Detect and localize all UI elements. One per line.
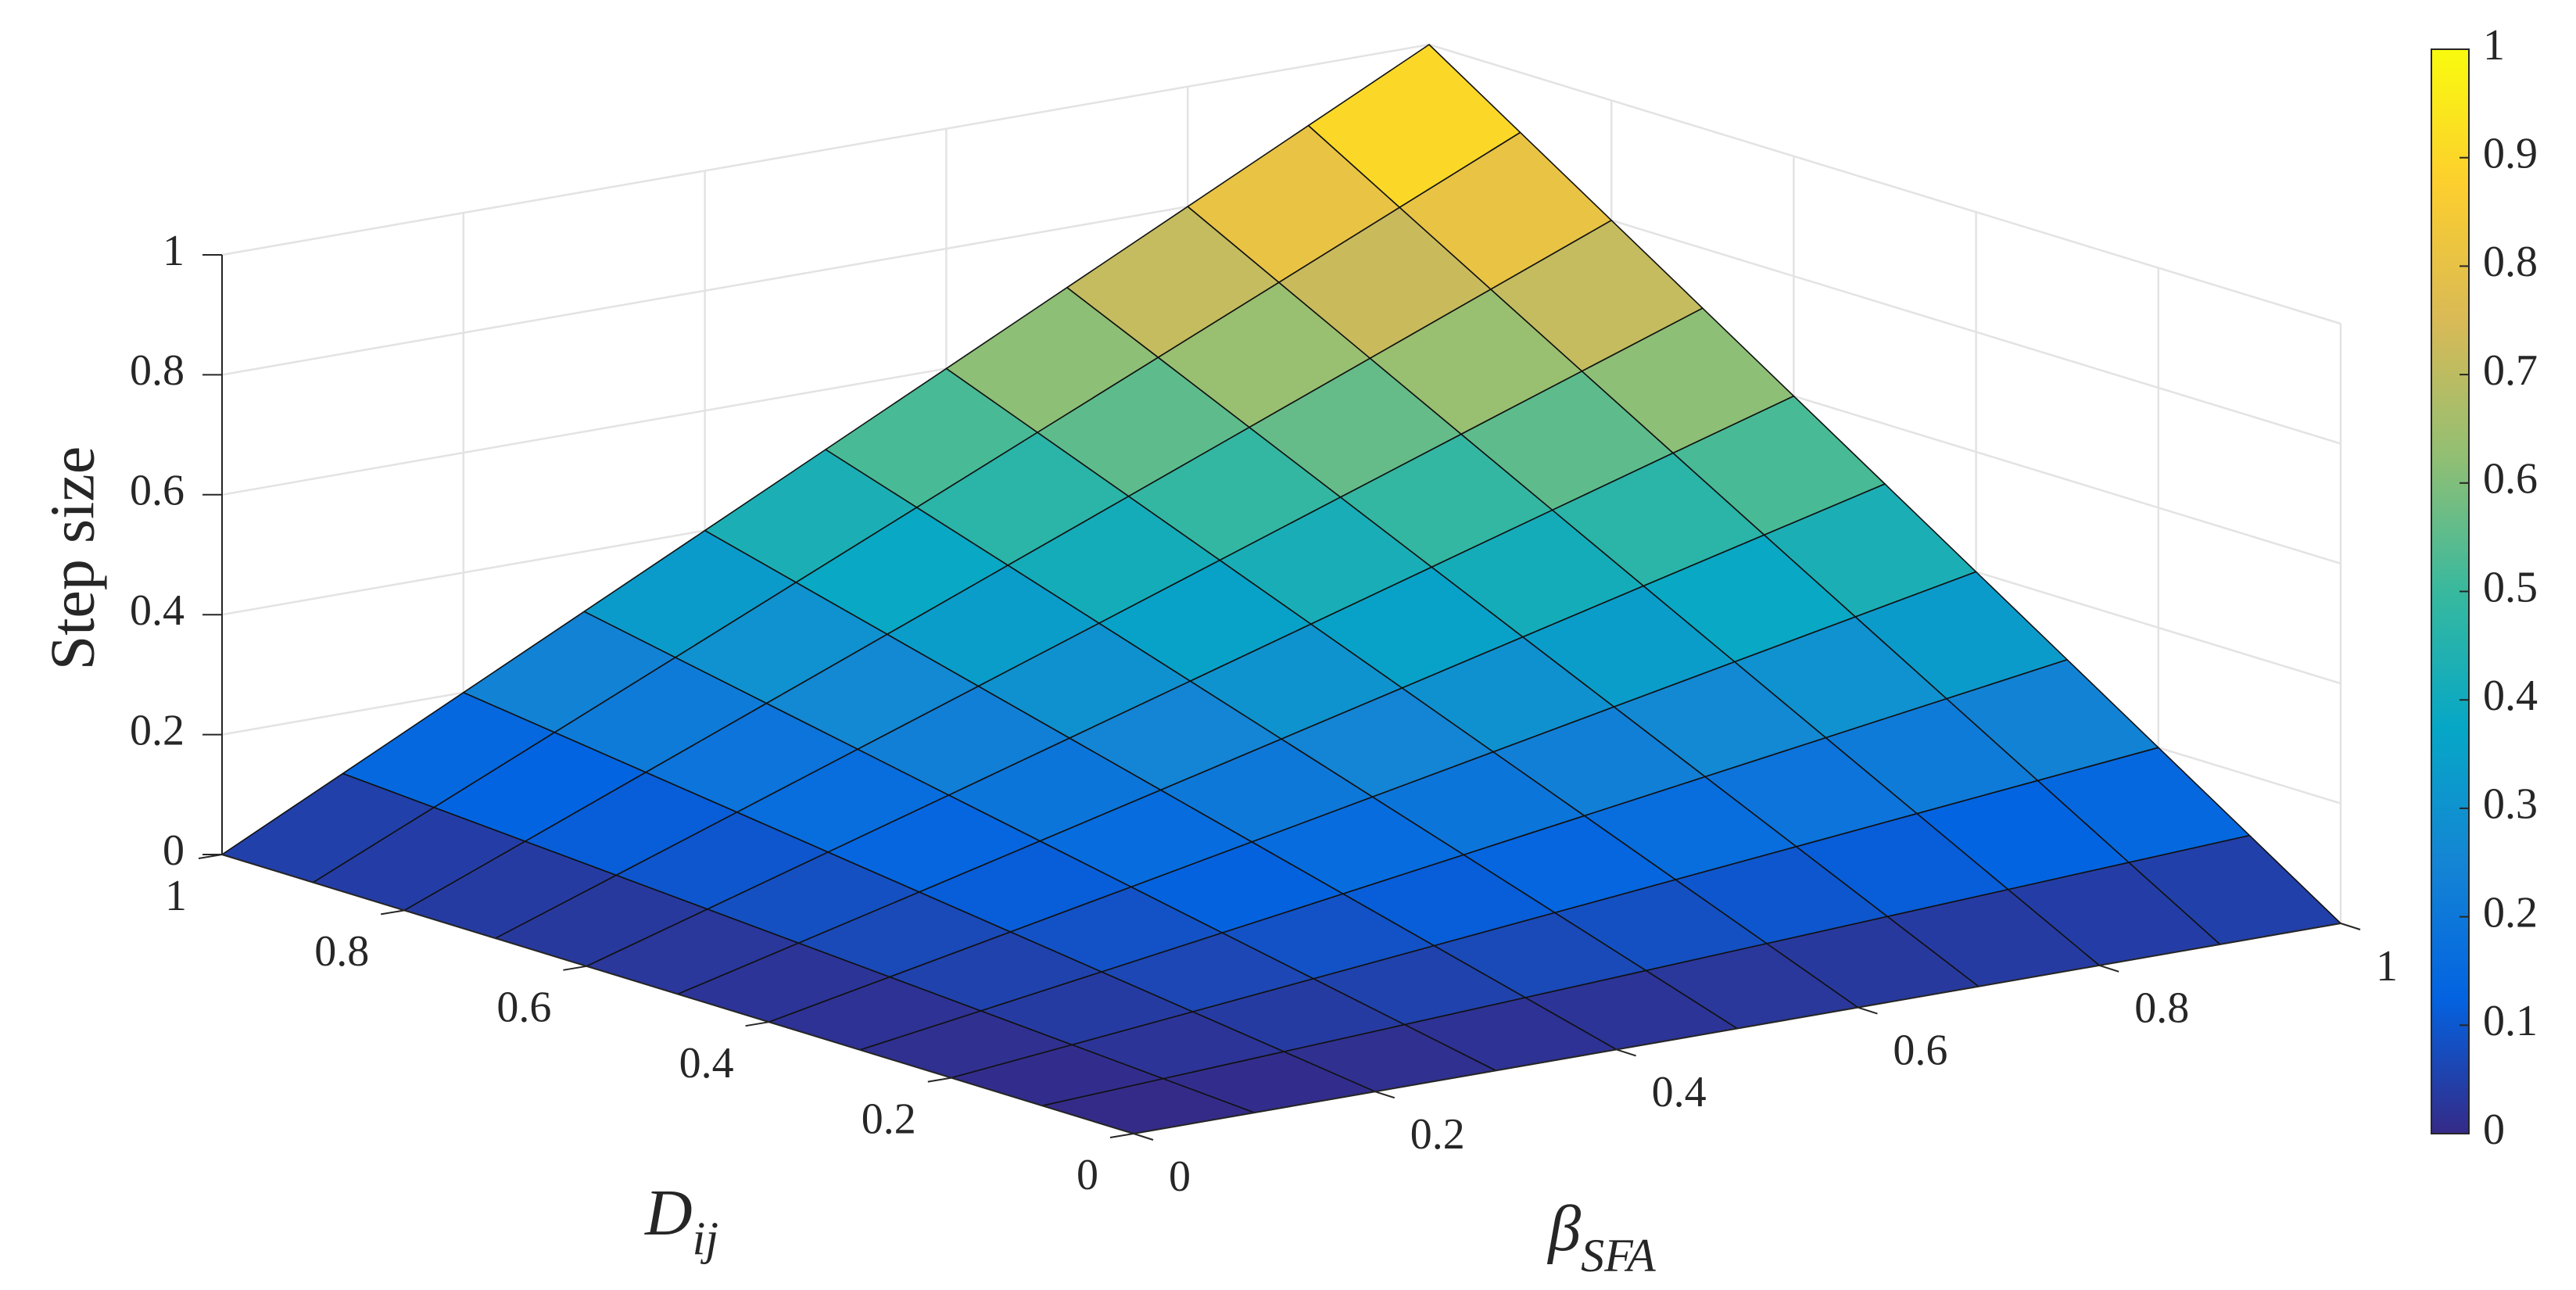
x-tick — [927, 1077, 951, 1083]
y-tick — [1616, 1048, 1636, 1057]
x-tick-label: 0.8 — [314, 927, 369, 976]
x-tick — [563, 965, 587, 971]
axes: 00.20.40.60.8100.20.40.60.8100.20.40.60.… — [130, 227, 2398, 1201]
y-tick — [1374, 1091, 1395, 1099]
x-tick-label: 0.4 — [679, 1039, 734, 1088]
y-tick — [2098, 964, 2119, 973]
colorbar-tick-label: 0.3 — [2483, 780, 2538, 829]
x-axis-line — [221, 854, 1134, 1134]
x-tick — [381, 909, 405, 916]
colorbar: 0 0.1 0.2 0.3 0.4 0.5 0.6 0.7 0.8 0.9 1 — [2431, 21, 2538, 1154]
z-tick-label: 0.8 — [130, 346, 185, 395]
y-tick — [2340, 923, 2361, 930]
colorbar-tick-label: 0 — [2483, 1105, 2505, 1154]
x-tick — [1109, 1133, 1134, 1138]
colorbar-tick-label: 1 — [2483, 21, 2505, 70]
x-axis-label: Dij — [644, 1177, 718, 1263]
z-tick-label: 0.4 — [130, 586, 185, 635]
colorbar-tick-label: 0.5 — [2483, 563, 2538, 611]
y-tick — [1858, 1006, 1878, 1015]
x-tick-label: 0.6 — [496, 984, 551, 1032]
colorbar-tick-label: 0.1 — [2483, 997, 2538, 1045]
z-axis-label: Step size — [38, 446, 107, 671]
y-axis-label-sub: SFA — [1581, 1230, 1656, 1281]
y-axis-label: βSFA — [1546, 1192, 1656, 1281]
colorbar-tick-label: 0.8 — [2483, 238, 2538, 286]
colorbar-tick-label: 0.6 — [2483, 455, 2538, 503]
x-axis-label-sub: ij — [693, 1213, 718, 1264]
colorbar-tick-label: 0.9 — [2483, 130, 2538, 178]
x-axis-label-main: D — [644, 1177, 693, 1249]
z-tick-label: 1 — [163, 227, 185, 275]
y-tick — [1133, 1133, 1154, 1141]
y-tick-label: 0.4 — [1652, 1068, 1707, 1116]
grid-line — [221, 43, 1430, 256]
y-tick-label: 0.2 — [1410, 1110, 1465, 1159]
colorbar-tick-label: 0.7 — [2483, 346, 2538, 395]
y-tick-label: 0 — [1169, 1152, 1191, 1201]
y-tick-label: 0.6 — [1893, 1026, 1947, 1074]
z-tick-label: 0.6 — [130, 467, 185, 515]
z-tick-label: 0 — [163, 826, 185, 875]
colorbar-tick-label: 0.4 — [2483, 672, 2538, 720]
y-tick-label: 0.8 — [2134, 984, 2189, 1033]
grid-line — [1428, 43, 2341, 325]
y-axis-label-main: β — [1546, 1192, 1581, 1265]
surface — [221, 44, 2341, 1134]
y-tick-label: 1 — [2376, 942, 2398, 991]
x-tick-label: 0.2 — [862, 1095, 916, 1143]
colorbar-tick-label: 0.2 — [2483, 888, 2538, 937]
x-tick — [745, 1021, 769, 1027]
z-tick-label: 0.2 — [130, 706, 185, 754]
x-tick-label: 0 — [1077, 1151, 1098, 1199]
y-axis-line — [1133, 923, 2341, 1134]
x-tick-label: 1 — [165, 872, 187, 920]
